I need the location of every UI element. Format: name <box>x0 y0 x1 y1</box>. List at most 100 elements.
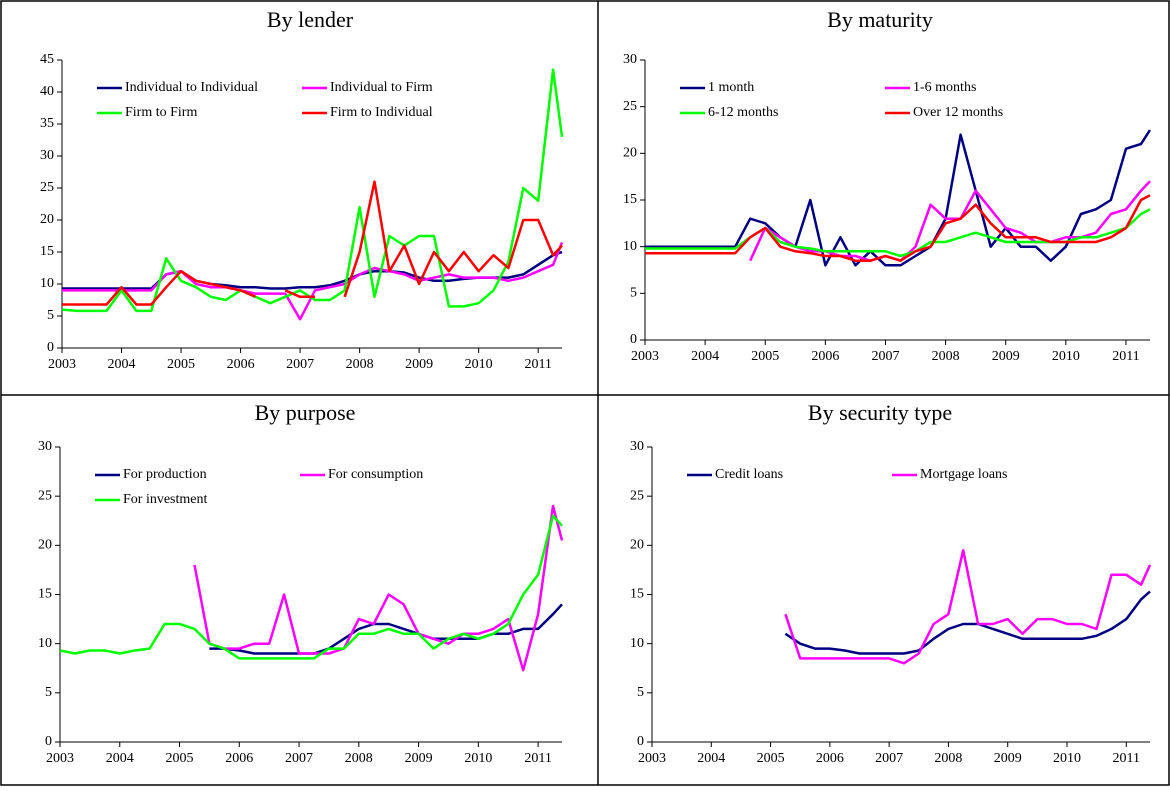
chart-title: By security type <box>808 400 952 425</box>
x-tick-label: 2006 <box>227 357 255 372</box>
y-tick-label: 20 <box>38 538 52 553</box>
y-tick-label: 25 <box>38 488 52 503</box>
y-tick-label: 0 <box>45 734 52 749</box>
y-tick-label: 10 <box>38 636 52 651</box>
chart-title: By lender <box>267 7 354 32</box>
x-tick-label: 2011 <box>524 751 551 766</box>
x-tick-label: 2003 <box>46 751 74 766</box>
series-line <box>59 514 563 660</box>
y-tick-label: 10 <box>630 636 644 651</box>
y-tick-label: 25 <box>630 488 644 503</box>
series-line <box>645 194 1151 262</box>
y-tick-label: 25 <box>623 99 637 114</box>
y-tick-label: 5 <box>47 308 54 323</box>
series-line <box>62 180 563 306</box>
legend-label: Individual to Individual <box>125 80 258 95</box>
x-tick-label: 2006 <box>811 349 839 364</box>
legend-label: Firm to Firm <box>125 105 197 120</box>
legend-label: For production <box>123 467 207 482</box>
x-tick-label: 2006 <box>225 751 253 766</box>
legend-label: 1 month <box>708 80 754 95</box>
legend-label: Individual to Firm <box>330 80 433 95</box>
x-tick-label: 2009 <box>994 751 1022 766</box>
series-line <box>61 68 564 313</box>
y-tick-label: 20 <box>623 146 637 161</box>
y-tick-label: 20 <box>630 538 644 553</box>
series-line <box>784 590 1151 655</box>
legend-label: Firm to Individual <box>330 105 433 120</box>
legend-label: 1-6 months <box>913 80 976 95</box>
legend-label: Over 12 months <box>913 105 1003 120</box>
x-tick-label: 2008 <box>932 349 960 364</box>
x-tick-label: 2003 <box>638 751 666 766</box>
x-tick-label: 2011 <box>1113 751 1140 766</box>
x-tick-label: 2003 <box>631 349 659 364</box>
x-tick-label: 2005 <box>757 751 785 766</box>
x-tick-label: 2006 <box>816 751 844 766</box>
y-tick-label: 0 <box>630 332 637 347</box>
y-tick-label: 30 <box>40 148 54 163</box>
series-line <box>193 504 564 672</box>
y-tick-label: 20 <box>40 212 54 227</box>
x-tick-label: 2011 <box>524 357 551 372</box>
y-tick-label: 30 <box>630 439 644 454</box>
legend-label: For investment <box>123 492 207 507</box>
y-tick-label: 30 <box>623 52 637 67</box>
y-tick-label: 10 <box>623 239 637 254</box>
x-tick-label: 2004 <box>697 751 725 766</box>
x-tick-label: 2010 <box>1053 751 1081 766</box>
chart-panel: By purpose 0 5 10 15 20 25 30 2003 2004 2005 2006 20… <box>38 400 564 766</box>
x-tick-label: 2003 <box>48 357 76 372</box>
series-line <box>209 603 563 655</box>
x-tick-label: 2004 <box>108 357 136 372</box>
legend-label: Mortgage loans <box>920 467 1007 482</box>
series-line <box>645 208 1151 258</box>
chart-panel: By security type 0 5 10 15 20 25 30 2003 2004 2005… <box>630 400 1152 766</box>
y-tick-label: 5 <box>45 685 52 700</box>
chart-title: By maturity <box>827 7 933 32</box>
x-tick-label: 2007 <box>285 751 313 766</box>
y-tick-label: 10 <box>40 276 54 291</box>
y-tick-label: 15 <box>38 587 52 602</box>
y-tick-label: 5 <box>637 685 644 700</box>
y-tick-label: 30 <box>38 439 52 454</box>
legend-label: 6-12 months <box>708 105 778 120</box>
x-tick-label: 2004 <box>106 751 134 766</box>
y-tick-label: 25 <box>40 180 54 195</box>
y-tick-label: 45 <box>40 52 54 67</box>
x-tick-label: 2007 <box>286 357 314 372</box>
chart-panel: By maturity 0 5 10 15 20 25 30 2003 2004 2005 2006 2… <box>623 7 1152 364</box>
x-tick-label: 2011 <box>1112 349 1139 364</box>
y-tick-label: 0 <box>637 734 644 749</box>
x-tick-label: 2009 <box>405 357 433 372</box>
series-line <box>645 129 1152 267</box>
x-tick-label: 2008 <box>345 751 373 766</box>
x-tick-label: 2010 <box>1052 349 1080 364</box>
y-tick-label: 15 <box>40 244 54 259</box>
y-tick-label: 5 <box>630 286 637 301</box>
x-tick-label: 2008 <box>346 357 374 372</box>
x-tick-label: 2009 <box>405 751 433 766</box>
x-tick-label: 2005 <box>167 357 195 372</box>
x-tick-label: 2005 <box>751 349 779 364</box>
y-tick-label: 15 <box>623 192 637 207</box>
x-tick-label: 2008 <box>934 751 962 766</box>
legend-label: Credit loans <box>715 467 783 482</box>
y-tick-label: 35 <box>40 116 54 131</box>
chart-title: By purpose <box>255 400 356 425</box>
x-tick-label: 2005 <box>166 751 194 766</box>
series-line <box>749 180 1151 262</box>
x-tick-label: 2007 <box>875 751 903 766</box>
series-line <box>784 549 1152 665</box>
y-tick-label: 0 <box>47 340 54 355</box>
x-tick-label: 2007 <box>871 349 899 364</box>
y-tick-label: 15 <box>630 587 644 602</box>
legend-label: For consumption <box>328 467 423 482</box>
x-tick-label: 2004 <box>691 349 719 364</box>
x-tick-label: 2010 <box>465 357 493 372</box>
x-tick-label: 2009 <box>992 349 1020 364</box>
series-line <box>62 241 564 321</box>
